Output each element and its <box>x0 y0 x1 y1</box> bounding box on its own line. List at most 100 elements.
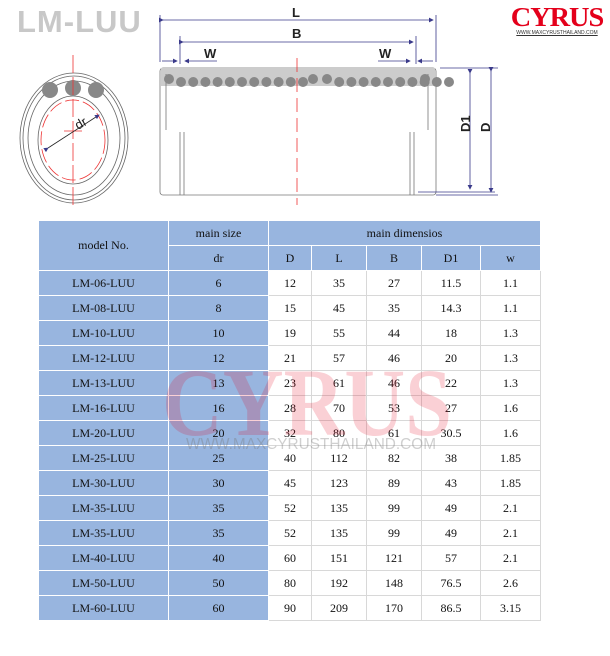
model-cell: LM-60-LUU <box>38 595 169 621</box>
model-header: model No. <box>38 220 169 271</box>
ball <box>164 74 174 84</box>
value-cell: 21 <box>268 345 312 371</box>
value-cell: 1.1 <box>480 295 541 321</box>
product-title: LM-LUU <box>17 4 142 39</box>
value-cell: 1.85 <box>480 470 541 496</box>
main-size-header: main size <box>168 220 269 246</box>
ball <box>298 77 308 87</box>
subheader-b: B <box>366 245 422 271</box>
model-cell: LM-20-LUU <box>38 420 169 446</box>
logo-url: WWW.MAXCYRUSTHAILAND.COM <box>516 30 598 36</box>
value-cell: 40 <box>268 445 312 471</box>
subheader-dr: dr <box>168 245 269 271</box>
spec-table: model No. main size main dimensios dr D L B… <box>38 220 541 621</box>
model-cell: LM-12-LUU <box>38 345 169 371</box>
D1-label: D1 <box>458 115 473 132</box>
value-cell: 99 <box>366 495 422 521</box>
value-cell: 52 <box>268 495 312 521</box>
B-label: B <box>292 26 301 41</box>
value-cell: 12 <box>268 270 312 296</box>
bearing-drawing: dr L B W W D1 D <box>19 5 498 208</box>
model-cell: LM-30-LUU <box>38 470 169 496</box>
value-cell: 38 <box>421 445 481 471</box>
value-cell: 22 <box>421 370 481 396</box>
value-cell: 2.1 <box>480 545 541 571</box>
value-cell: 44 <box>366 320 422 346</box>
value-cell: 49 <box>421 495 481 521</box>
value-cell: 6 <box>168 270 269 296</box>
value-cell: 60 <box>168 595 269 621</box>
ball <box>431 77 442 87</box>
value-cell: 46 <box>366 345 422 371</box>
value-cell: 2.1 <box>480 495 541 521</box>
value-cell: 35 <box>311 270 367 296</box>
ball <box>273 77 284 87</box>
table-row: LM-16-LUU 16 28 70 53 27 1.6 <box>38 395 541 421</box>
value-cell: 1.85 <box>480 445 541 471</box>
L-label: L <box>292 5 300 20</box>
table-row: LM-20-LUU 20 32 80 61 30.5 1.6 <box>38 420 541 446</box>
value-cell: 112 <box>311 445 367 471</box>
value-cell: 2.1 <box>480 520 541 546</box>
value-cell: 209 <box>311 595 367 621</box>
value-cell: 99 <box>366 520 422 546</box>
value-cell: 35 <box>366 295 422 321</box>
value-cell: 1.3 <box>480 345 541 371</box>
value-cell: 49 <box>421 520 481 546</box>
table-row: LM-08-LUU 8 15 45 35 14.3 1.1 <box>38 295 541 321</box>
ball <box>444 77 454 87</box>
table-row: LM-25-LUU 25 40 112 82 38 1.85 <box>38 445 541 471</box>
value-cell: 30.5 <box>421 420 481 446</box>
value-cell: 170 <box>366 595 422 621</box>
subheader-l: L <box>311 245 367 271</box>
value-cell: 76.5 <box>421 570 481 596</box>
value-cell: 55 <box>311 320 367 346</box>
value-cell: 1.6 <box>480 395 541 421</box>
value-cell: 40 <box>168 545 269 571</box>
value-cell: 12 <box>168 345 269 371</box>
model-cell: LM-50-LUU <box>38 570 169 596</box>
value-cell: 8 <box>168 295 269 321</box>
W-right-label: W <box>379 46 392 61</box>
table-row: LM-13-LUU 13 23 61 46 22 1.3 <box>38 370 541 396</box>
value-cell: 14.3 <box>421 295 481 321</box>
ball <box>200 77 211 87</box>
value-cell: 1.1 <box>480 270 541 296</box>
end-view <box>19 55 129 208</box>
subheader-w: w <box>480 245 541 271</box>
value-cell: 45 <box>311 295 367 321</box>
value-cell: 50 <box>168 570 269 596</box>
ball <box>212 77 223 87</box>
value-cell: 86.5 <box>421 595 481 621</box>
subheader-d: D <box>268 245 312 271</box>
cyrus-logo: CYRUS WWW.MAXCYRUSTHAILAND.COM <box>508 4 606 37</box>
table-row: LM-12-LUU 12 21 57 46 20 1.3 <box>38 345 541 371</box>
value-cell: 25 <box>168 445 269 471</box>
value-cell: 1.3 <box>480 320 541 346</box>
ball <box>358 77 369 87</box>
model-cell: LM-25-LUU <box>38 445 169 471</box>
dr-label: dr <box>72 113 90 132</box>
value-cell: 192 <box>311 570 367 596</box>
value-cell: 32 <box>268 420 312 446</box>
value-cell: 16 <box>168 395 269 421</box>
value-cell: 19 <box>268 320 312 346</box>
ball <box>285 77 296 87</box>
value-cell: 135 <box>311 520 367 546</box>
model-cell: LM-40-LUU <box>38 545 169 571</box>
table-row: LM-35-LUU 35 52 135 99 49 2.1 <box>38 495 541 521</box>
model-cell: LM-08-LUU <box>38 295 169 321</box>
value-cell: 57 <box>311 345 367 371</box>
value-cell: 30 <box>168 470 269 496</box>
value-cell: 27 <box>366 270 422 296</box>
value-cell: 135 <box>311 495 367 521</box>
ball <box>334 77 345 87</box>
value-cell: 15 <box>268 295 312 321</box>
value-cell: 46 <box>366 370 422 396</box>
model-cell: LM-06-LUU <box>38 270 169 296</box>
value-cell: 35 <box>168 520 269 546</box>
ball <box>395 77 406 87</box>
dimension-lines <box>159 15 498 196</box>
ball <box>346 77 357 87</box>
